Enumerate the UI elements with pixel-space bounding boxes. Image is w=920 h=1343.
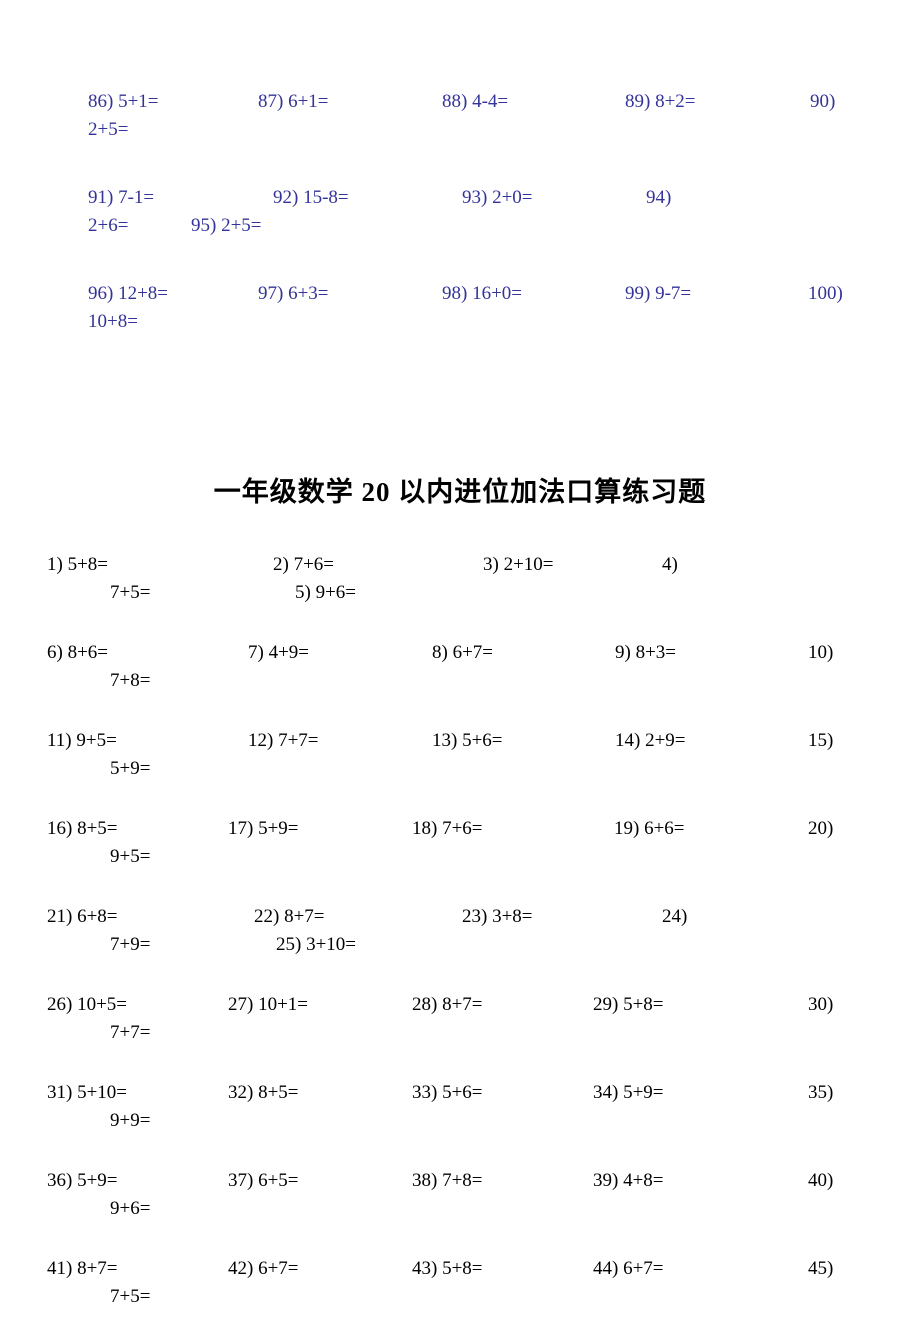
problem-row: 26) 10+5= 27) 10+1= 28) 8+7= 29) 5+8= 30) 7+7… <box>0 991 920 1049</box>
problem-item: 9+6= <box>110 1195 150 1224</box>
problem-item: 89) 8+2= <box>625 88 696 117</box>
problem-item: 33) 5+6= <box>412 1079 483 1108</box>
problem-item: 7) 4+9= <box>248 639 309 668</box>
problem-item: 22) 8+7= <box>254 903 325 932</box>
problem-item: 97) 6+3= <box>258 280 329 309</box>
problem-item: 7+7= <box>110 1019 150 1048</box>
problem-item: 35) <box>808 1079 833 1108</box>
problem-item: 90) <box>810 88 835 117</box>
problem-item: 87) 6+1= <box>258 88 329 117</box>
problem-item: 100) <box>808 280 843 309</box>
problem-item: 10+8= <box>88 308 138 337</box>
problem-item: 25) 3+10= <box>276 931 356 960</box>
problem-item: 12) 7+7= <box>248 727 319 756</box>
problem-item: 10) <box>808 639 833 668</box>
problem-item: 3) 2+10= <box>483 551 554 580</box>
problem-item: 30) <box>808 991 833 1020</box>
problem-item: 7+8= <box>110 667 150 696</box>
problem-item: 7+5= <box>110 579 150 608</box>
problem-row: 41) 8+7= 42) 6+7= 43) 5+8= 44) 6+7= 45) 7+5= <box>0 1255 920 1313</box>
bottom-problems-section: 1) 5+8= 2) 7+6= 3) 2+10= 4) 7+5= 5) 9+6= 6) 8+… <box>0 551 920 1313</box>
problem-item: 16) 8+5= <box>47 815 118 844</box>
problem-item: 39) 4+8= <box>593 1167 664 1196</box>
problem-item: 23) 3+8= <box>462 903 533 932</box>
problem-item: 42) 6+7= <box>228 1255 299 1284</box>
problem-item: 7+9= <box>110 931 150 960</box>
problem-item: 2+6= <box>88 212 128 241</box>
problem-item: 18) 7+6= <box>412 815 483 844</box>
problem-item: 31) 5+10= <box>47 1079 127 1108</box>
problem-item: 29) 5+8= <box>593 991 664 1020</box>
problem-item: 20) <box>808 815 833 844</box>
problem-item: 91) 7-1= <box>88 184 154 213</box>
problem-item: 5) 9+6= <box>295 579 356 608</box>
problem-item: 5+9= <box>110 755 150 784</box>
top-problems-section: 86) 5+1= 87) 6+1= 88) 4-4= 89) 8+2= 90) 2+5= 9… <box>0 0 920 338</box>
problem-item: 6) 8+6= <box>47 639 108 668</box>
problem-item: 96) 12+8= <box>88 280 168 309</box>
problem-row: 21) 6+8= 22) 8+7= 23) 3+8= 24) 7+9= 25) 3+10= <box>0 903 920 961</box>
problem-item: 37) 6+5= <box>228 1167 299 1196</box>
worksheet-page: 86) 5+1= 87) 6+1= 88) 4-4= 89) 8+2= 90) 2+5= 9… <box>0 0 920 1313</box>
problem-row: 11) 9+5= 12) 7+7= 13) 5+6= 14) 2+9= 15) 5+9= <box>0 727 920 785</box>
problem-item: 28) 8+7= <box>412 991 483 1020</box>
problem-item: 38) 7+8= <box>412 1167 483 1196</box>
problem-item: 2+5= <box>88 116 128 145</box>
problem-item: 43) 5+8= <box>412 1255 483 1284</box>
problem-row: 6) 8+6= 7) 4+9= 8) 6+7= 9) 8+3= 10) 7+8= <box>0 639 920 697</box>
problem-row: 31) 5+10= 32) 8+5= 33) 5+6= 34) 5+9= 35) 9+9= <box>0 1079 920 1137</box>
problem-item: 94) <box>646 184 671 213</box>
problem-item: 41) 8+7= <box>47 1255 118 1284</box>
problem-item: 4) <box>662 551 678 580</box>
problem-item: 92) 15-8= <box>273 184 349 213</box>
problem-item: 8) 6+7= <box>432 639 493 668</box>
problem-item: 99) 9-7= <box>625 280 691 309</box>
problem-item: 11) 9+5= <box>47 727 117 756</box>
problem-item: 15) <box>808 727 833 756</box>
problem-item: 88) 4-4= <box>442 88 508 117</box>
problem-item: 86) 5+1= <box>88 88 159 117</box>
problem-item: 45) <box>808 1255 833 1284</box>
problem-item: 21) 6+8= <box>47 903 118 932</box>
problem-row: 91) 7-1= 92) 15-8= 93) 2+0= 94) 2+6= 95) 2+5= <box>0 184 920 242</box>
problem-item: 93) 2+0= <box>462 184 533 213</box>
problem-item: 34) 5+9= <box>593 1079 664 1108</box>
worksheet-title: 一年级数学 20 以内进位加法口算练习题 <box>0 470 920 509</box>
problem-row: 16) 8+5= 17) 5+9= 18) 7+6= 19) 6+6= 20) 9+5= <box>0 815 920 873</box>
problem-item: 7+5= <box>110 1283 150 1312</box>
problem-item: 9) 8+3= <box>615 639 676 668</box>
problem-item: 24) <box>662 903 687 932</box>
problem-item: 95) 2+5= <box>191 212 262 241</box>
problem-item: 26) 10+5= <box>47 991 127 1020</box>
problem-row: 86) 5+1= 87) 6+1= 88) 4-4= 89) 8+2= 90) 2+5= <box>0 88 920 146</box>
problem-row: 1) 5+8= 2) 7+6= 3) 2+10= 4) 7+5= 5) 9+6= <box>0 551 920 609</box>
problem-item: 27) 10+1= <box>228 991 308 1020</box>
problem-item: 32) 8+5= <box>228 1079 299 1108</box>
problem-item: 17) 5+9= <box>228 815 299 844</box>
problem-item: 14) 2+9= <box>615 727 686 756</box>
problem-item: 1) 5+8= <box>47 551 108 580</box>
problem-item: 9+5= <box>110 843 150 872</box>
problem-item: 98) 16+0= <box>442 280 522 309</box>
problem-item: 2) 7+6= <box>273 551 334 580</box>
problem-item: 44) 6+7= <box>593 1255 664 1284</box>
problem-item: 36) 5+9= <box>47 1167 118 1196</box>
problem-row: 96) 12+8= 97) 6+3= 98) 16+0= 99) 9-7= 100) 10… <box>0 280 920 338</box>
problem-item: 13) 5+6= <box>432 727 503 756</box>
problem-item: 40) <box>808 1167 833 1196</box>
problem-item: 19) 6+6= <box>614 815 685 844</box>
problem-item: 9+9= <box>110 1107 150 1136</box>
problem-row: 36) 5+9= 37) 6+5= 38) 7+8= 39) 4+8= 40) 9+6= <box>0 1167 920 1225</box>
